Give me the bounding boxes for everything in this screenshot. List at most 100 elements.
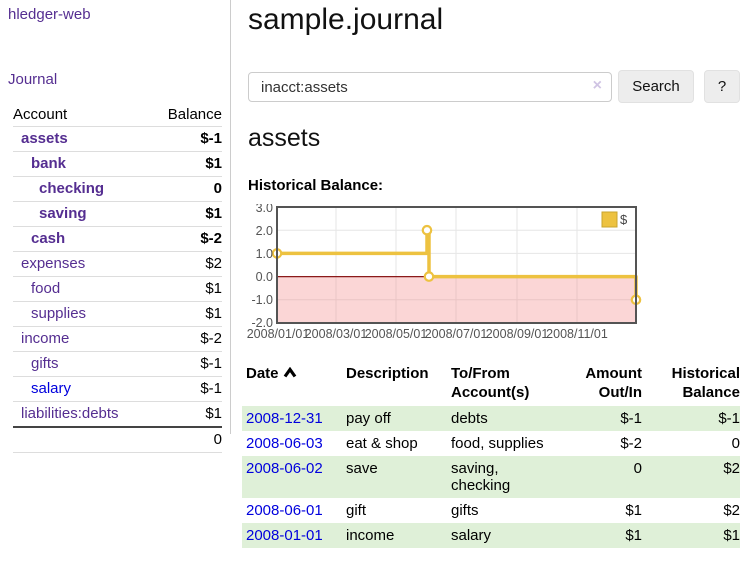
- account-balance: $2: [151, 251, 222, 277]
- account-balance: $-1: [151, 351, 222, 377]
- transaction-date-link[interactable]: 2008-06-02: [246, 460, 323, 477]
- svg-text:2008/07/01: 2008/07/01: [425, 327, 488, 341]
- x-axis-labels: 2008/01/01 2008/03/01 2008/05/01 2008/07…: [247, 327, 608, 341]
- account-link-gifts[interactable]: gifts: [31, 355, 59, 372]
- account-row-saving: saving $1: [13, 201, 222, 227]
- account-link-cash[interactable]: cash: [31, 230, 66, 247]
- transaction-description: eat & shop: [346, 435, 418, 452]
- svg-text:-1.0: -1.0: [251, 293, 273, 307]
- accounts-table-header: Account Balance: [13, 103, 222, 127]
- transaction-balance: $2: [723, 502, 740, 519]
- chart-legend: $: [601, 211, 628, 228]
- svg-text:3.0: 3.0: [256, 204, 273, 215]
- account-balance: $-1: [151, 376, 222, 402]
- transaction-amount: $-1: [620, 410, 642, 427]
- historical-balance-chart: $ 3.0 2.0 1.0 0.0 -1.0 -2.0 2008/01/01 2…: [247, 204, 642, 341]
- accounts-column-header: To/From Account(s): [451, 365, 530, 401]
- help-button[interactable]: ?: [704, 70, 740, 103]
- account-row-expenses: expenses $2: [13, 251, 222, 277]
- transaction-row: 2008-12-31 pay off debts $-1 $-1: [242, 406, 740, 431]
- transaction-accounts: salary: [451, 527, 492, 544]
- transaction-row: 2008-06-03 eat & shop food, supplies $-2…: [242, 431, 740, 456]
- account-heading: assets: [248, 124, 321, 152]
- transaction-row: 2008-06-02 save saving, checking 0 $2: [242, 456, 740, 498]
- amount-column-header: Amount Out/In: [585, 365, 642, 401]
- account-link-liabilities-debts[interactable]: liabilities:debts: [21, 405, 119, 422]
- account-link-expenses[interactable]: expenses: [21, 255, 86, 272]
- sidebar-item-journal[interactable]: Journal: [8, 71, 58, 88]
- account-link-food[interactable]: food: [31, 280, 61, 297]
- plot-border: [276, 206, 637, 324]
- search-button[interactable]: Search: [618, 70, 694, 103]
- transaction-date-link[interactable]: 2008-06-03: [246, 435, 323, 452]
- transaction-accounts: saving, checking: [451, 460, 511, 494]
- account-link-assets[interactable]: assets: [21, 130, 68, 147]
- account-row-liabilities-debts: liabilities:debts $1: [13, 401, 222, 427]
- account-link-supplies[interactable]: supplies: [31, 305, 87, 322]
- account-link-checking[interactable]: checking: [39, 180, 105, 197]
- account-column-header: Account: [13, 106, 68, 123]
- account-balance: 0: [151, 176, 222, 202]
- account-balance: $-1: [151, 126, 222, 152]
- balance-column-header: Historical Balance: [671, 365, 740, 401]
- search-input[interactable]: [248, 72, 612, 102]
- transaction-amount: 0: [633, 460, 642, 477]
- svg-text:2008/09/01: 2008/09/01: [486, 327, 549, 341]
- transaction-amount: $1: [625, 527, 642, 544]
- transaction-description: pay off: [346, 410, 391, 427]
- transaction-row: 2008-01-01 income salary $1 $1: [242, 523, 740, 548]
- account-row-assets: assets $-1: [13, 126, 222, 152]
- transaction-date-link[interactable]: 2008-01-01: [246, 527, 323, 544]
- transaction-accounts: debts: [451, 410, 488, 427]
- brand-link[interactable]: hledger-web: [8, 6, 91, 23]
- page-title: sample.journal: [248, 3, 444, 36]
- account-row-income: income $-2: [13, 326, 222, 352]
- transaction-balance: $1: [723, 527, 740, 544]
- account-link-salary[interactable]: salary: [31, 380, 72, 397]
- description-column-header: Description: [346, 365, 429, 382]
- svg-text:2008/05/01: 2008/05/01: [365, 327, 428, 341]
- clear-search-icon[interactable]: ×: [592, 77, 602, 94]
- chart-title: Historical Balance:: [248, 177, 384, 194]
- account-row-salary: salary $-1: [13, 376, 222, 402]
- transaction-balance: $2: [723, 460, 740, 477]
- transaction-description: income: [346, 527, 395, 544]
- search-form: ×: [248, 72, 612, 102]
- transaction-amount: $1: [625, 502, 642, 519]
- negative-region: [277, 276, 636, 323]
- accounts-table: Account Balance assets $-1 bank $1 check…: [13, 103, 222, 453]
- account-row-supplies: supplies $1: [13, 301, 222, 327]
- account-link-income[interactable]: income: [21, 330, 70, 347]
- account-balance: $-2: [151, 226, 222, 252]
- account-row-cash: cash $-2: [13, 226, 222, 252]
- legend-swatch-icon: [601, 211, 618, 228]
- transaction-accounts: food, supplies: [451, 435, 544, 452]
- transaction-date-link[interactable]: 2008-12-31: [246, 410, 323, 427]
- legend-label: $: [620, 212, 628, 227]
- y-axis-labels: 3.0 2.0 1.0 0.0 -1.0 -2.0: [251, 204, 273, 330]
- register-table: Date Description To/From Account(s) Amou…: [242, 360, 740, 548]
- transaction-description: save: [346, 460, 378, 477]
- balance-column-header: Balance: [167, 106, 222, 123]
- register-header-row: Date Description To/From Account(s) Amou…: [242, 360, 740, 406]
- account-link-bank[interactable]: bank: [31, 155, 67, 172]
- account-row-gifts: gifts $-1: [13, 351, 222, 377]
- account-row-bank: bank $1: [13, 151, 222, 177]
- transaction-balance: $-1: [718, 410, 740, 427]
- transaction-date-link[interactable]: 2008-06-01: [246, 502, 323, 519]
- transaction-amount: $-2: [620, 435, 642, 452]
- transaction-accounts: gifts: [451, 502, 479, 519]
- account-balance: $1: [151, 301, 222, 327]
- account-row-checking: checking 0: [13, 176, 222, 202]
- accounts-total-value: 0: [151, 426, 222, 453]
- date-header-label: Date: [246, 365, 279, 382]
- account-link-saving[interactable]: saving: [39, 205, 87, 222]
- transaction-row: 2008-06-01 gift gifts $1 $2: [242, 498, 740, 523]
- account-row-food: food $1: [13, 276, 222, 302]
- sidebar: hledger-web Journal Account Balance asse…: [0, 0, 231, 453]
- account-balance: $1: [151, 276, 222, 302]
- sort-up-icon: [283, 367, 296, 378]
- date-column-header[interactable]: Date: [242, 360, 342, 406]
- svg-text:2008/03/01: 2008/03/01: [305, 327, 368, 341]
